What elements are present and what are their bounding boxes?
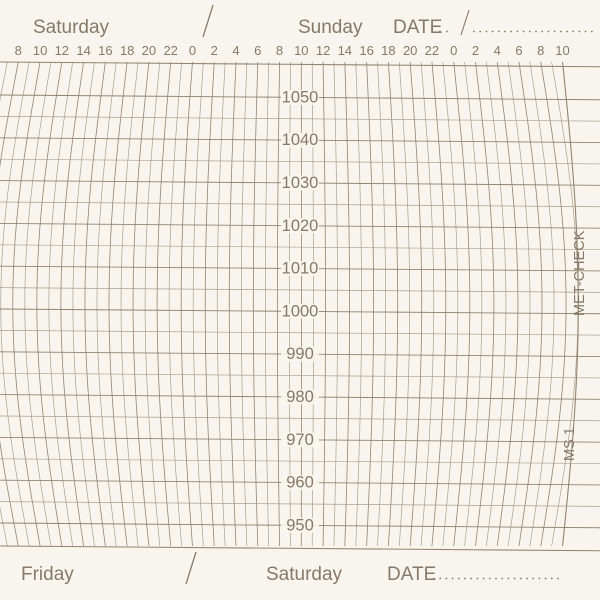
svg-text:1050: 1050 bbox=[282, 88, 319, 106]
svg-text:18: 18 bbox=[120, 43, 134, 58]
svg-text:14: 14 bbox=[338, 43, 352, 58]
svg-text:6: 6 bbox=[515, 43, 522, 58]
svg-text:Friday: Friday bbox=[21, 564, 74, 585]
svg-text:20: 20 bbox=[403, 43, 417, 58]
svg-text:990: 990 bbox=[286, 345, 314, 363]
svg-text:22: 22 bbox=[163, 43, 177, 58]
svg-text:0: 0 bbox=[450, 43, 457, 58]
svg-text:14: 14 bbox=[76, 43, 90, 58]
svg-text:DATE: DATE bbox=[393, 17, 442, 38]
svg-text:4: 4 bbox=[494, 43, 501, 58]
svg-text:22: 22 bbox=[425, 43, 439, 58]
svg-text:16: 16 bbox=[359, 43, 373, 58]
svg-text:MET-CHECK: MET-CHECK bbox=[572, 230, 588, 316]
svg-text:1040: 1040 bbox=[282, 131, 319, 149]
svg-text:12: 12 bbox=[55, 43, 69, 58]
svg-text:20: 20 bbox=[142, 43, 156, 58]
svg-text:8: 8 bbox=[15, 43, 22, 58]
svg-text:MS 1: MS 1 bbox=[562, 427, 578, 461]
svg-text:970: 970 bbox=[286, 431, 314, 449]
svg-text:2: 2 bbox=[472, 43, 479, 58]
svg-text:1030: 1030 bbox=[282, 174, 319, 192]
svg-text:1000: 1000 bbox=[282, 302, 319, 320]
svg-text:6: 6 bbox=[254, 43, 261, 58]
svg-text:DATE: DATE bbox=[387, 564, 436, 585]
svg-text:10: 10 bbox=[33, 43, 47, 58]
svg-text:10: 10 bbox=[555, 43, 569, 58]
svg-text:0: 0 bbox=[189, 43, 196, 58]
svg-text:4: 4 bbox=[232, 43, 239, 58]
svg-text:18: 18 bbox=[381, 43, 395, 58]
svg-text:16: 16 bbox=[98, 43, 112, 58]
svg-text:960: 960 bbox=[286, 474, 314, 492]
svg-text:12: 12 bbox=[316, 43, 330, 58]
svg-text:Saturday: Saturday bbox=[266, 564, 343, 585]
svg-text:1020: 1020 bbox=[282, 217, 319, 235]
svg-text:8: 8 bbox=[537, 43, 544, 58]
svg-text:Sunday: Sunday bbox=[298, 17, 363, 38]
svg-text:950: 950 bbox=[286, 516, 314, 534]
svg-text:Saturday: Saturday bbox=[33, 17, 110, 38]
svg-text:980: 980 bbox=[286, 388, 314, 406]
svg-text:2: 2 bbox=[211, 43, 218, 58]
svg-text:8: 8 bbox=[276, 43, 283, 58]
svg-text:1010: 1010 bbox=[282, 260, 319, 278]
svg-text:10: 10 bbox=[294, 43, 308, 58]
